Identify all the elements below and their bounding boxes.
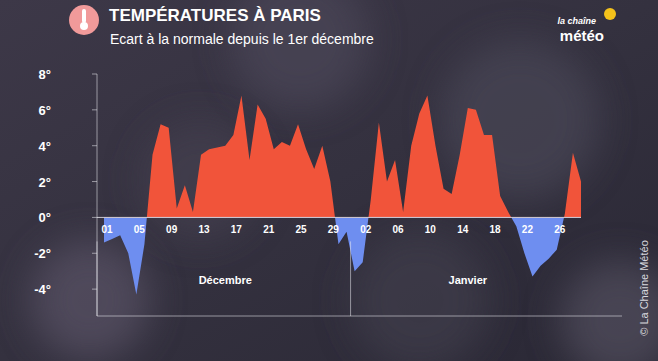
- copyright: © La Chaîne Météo: [638, 240, 650, 336]
- logo-sun: [604, 8, 616, 20]
- chart: TEMPÉRATURES À PARIS Ecart à la normale d…: [0, 0, 658, 361]
- x-tick-label: 25: [295, 224, 307, 235]
- title: TEMPÉRATURES À PARIS: [109, 6, 321, 25]
- x-tick-label: 06: [392, 224, 404, 235]
- thermometer-icon: [82, 9, 86, 23]
- area-above-normal: [104, 96, 581, 218]
- y-tick-label: 8°: [39, 67, 51, 82]
- y-tick: [92, 109, 97, 110]
- y-tick-label: 4°: [39, 139, 51, 154]
- month-label: Décembre: [199, 274, 252, 286]
- negative-area-group: [104, 217, 581, 294]
- zero-line: [97, 217, 581, 218]
- y-tick-label: 6°: [39, 103, 51, 118]
- background-blob: [350, 230, 490, 361]
- y-tick: [92, 253, 97, 254]
- month-label: Janvier: [449, 274, 488, 286]
- x-tick-label: 14: [457, 224, 469, 235]
- y-tick: [92, 181, 97, 182]
- logo-text: la chaîne: [557, 16, 596, 26]
- x-tick-label: 13: [198, 224, 210, 235]
- x-tick-label: 26: [554, 224, 566, 235]
- x-tick-label: 09: [166, 224, 178, 235]
- area-below-normal: [104, 217, 581, 294]
- plot-area: [104, 96, 581, 295]
- group-divider: [97, 241, 98, 316]
- x-tick-label: 05: [134, 224, 146, 235]
- positive-area-group: [104, 96, 581, 218]
- y-tick-label: 0°: [39, 210, 51, 225]
- y-tick-label: -4°: [34, 282, 51, 297]
- logo-text: météo: [560, 27, 604, 44]
- x-tick-label: 17: [231, 224, 243, 235]
- x-tick-label: 22: [522, 224, 534, 235]
- y-tick: [92, 289, 97, 290]
- x-tick-label: 21: [263, 224, 275, 235]
- x-axis-line: [97, 316, 622, 317]
- x-tick-label: 10: [425, 224, 437, 235]
- x-tick-label: 02: [360, 224, 372, 235]
- group-divider: [350, 241, 351, 316]
- x-tick-label: 01: [101, 224, 113, 235]
- y-tick-label: -2°: [34, 246, 51, 261]
- y-tick: [92, 145, 97, 146]
- x-tick-label: 29: [328, 224, 340, 235]
- thermometer-icon: [69, 5, 99, 35]
- subtitle: Ecart à la normale depuis le 1er décembr…: [110, 31, 374, 47]
- y-tick: [92, 74, 97, 75]
- thermometer-icon: [80, 22, 88, 30]
- y-tick-label: 2°: [39, 175, 51, 190]
- y-tick: [92, 217, 97, 218]
- x-tick-label: 18: [490, 224, 502, 235]
